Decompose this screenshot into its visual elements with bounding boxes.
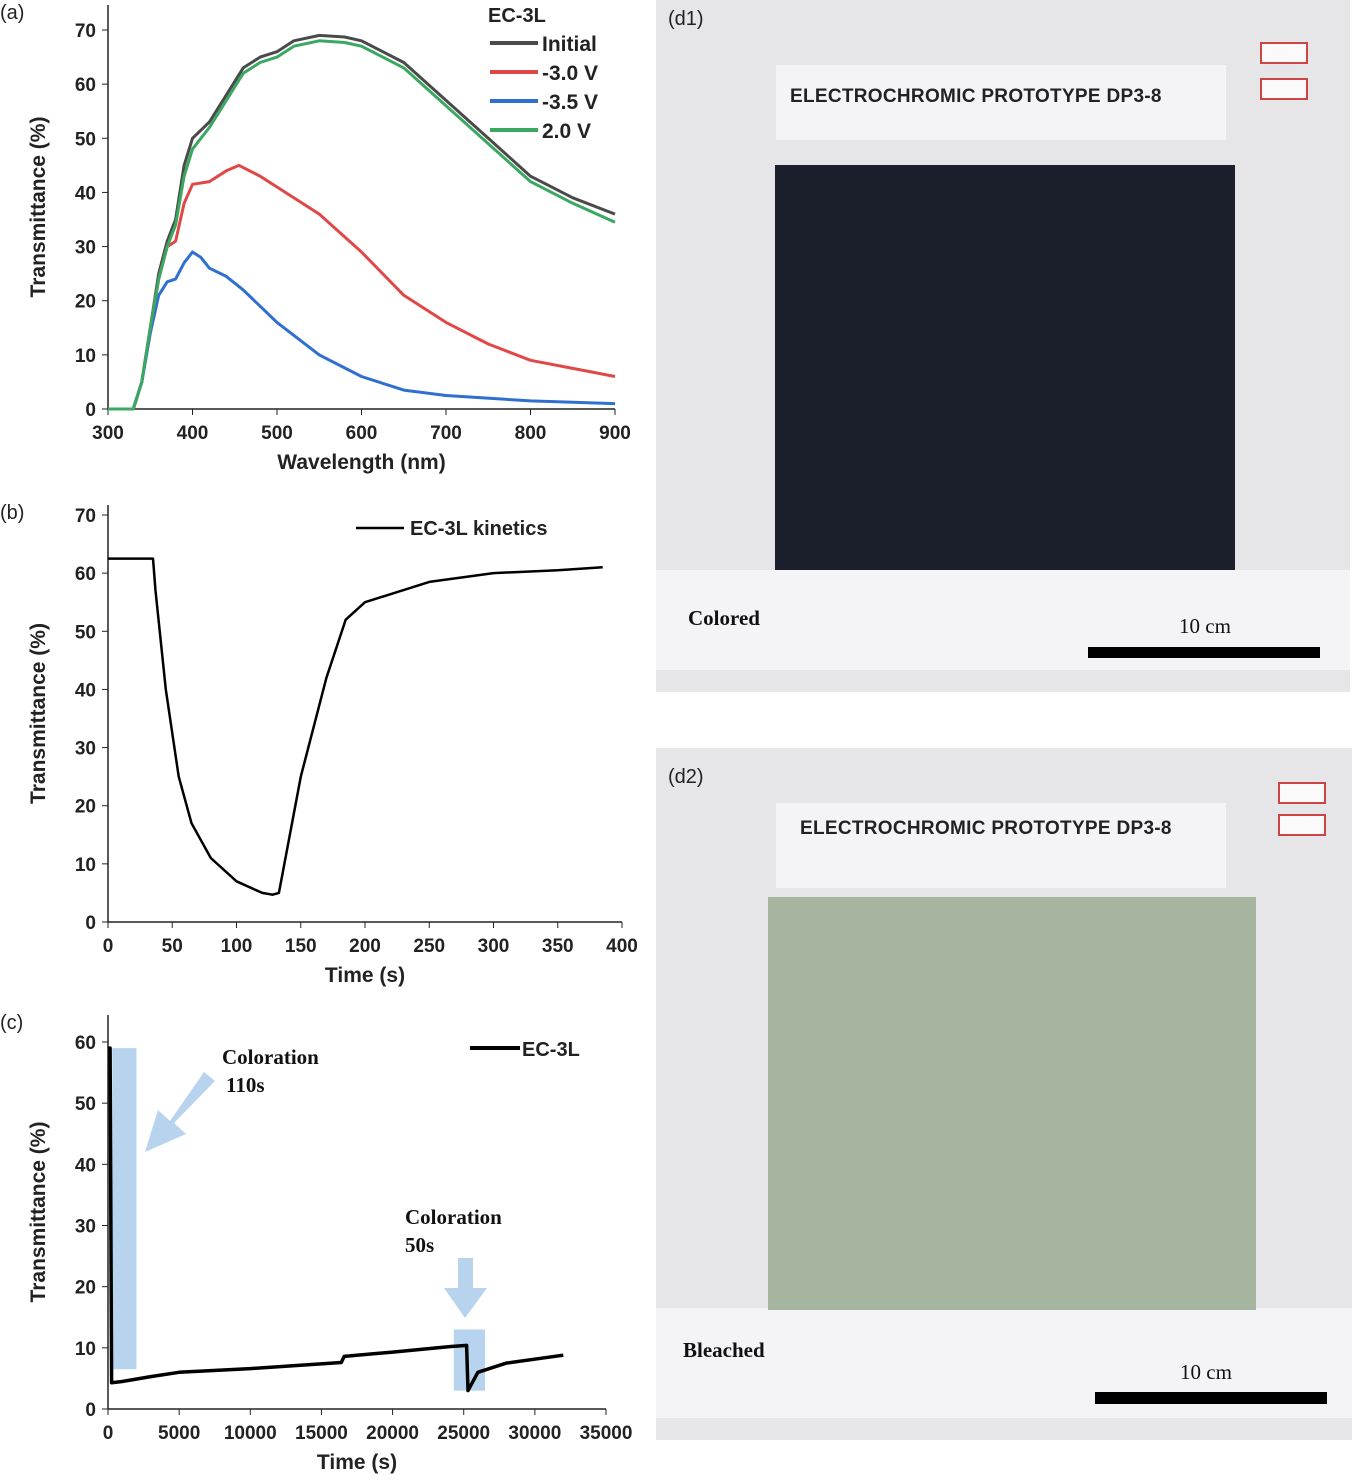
y-tick-label: 10 xyxy=(75,346,96,367)
panel-label: (b) xyxy=(0,502,24,524)
y-tick-label: 50 xyxy=(75,1094,96,1115)
x-tick-label: 25000 xyxy=(437,1423,490,1444)
annotation-text: 110s xyxy=(226,1073,265,1097)
x-tick-label: 300 xyxy=(478,936,510,957)
x-tick-label: 15000 xyxy=(295,1423,348,1444)
y-tick-label: 0 xyxy=(85,1400,96,1421)
series-line-0 xyxy=(108,557,603,896)
x-tick-label: 250 xyxy=(413,936,445,957)
x-tick-label: 10000 xyxy=(224,1423,277,1444)
x-tick-label: 0 xyxy=(103,936,114,957)
x-axis-label: Time (s) xyxy=(317,1451,397,1474)
chart-b-kinetics: 0 50 100 150 200 250 300 350 400 0 10 20 30 40 50 60 70 T… xyxy=(0,502,638,987)
x-tick-label: 100 xyxy=(221,936,253,957)
y-axis-label: Transmittance (%) xyxy=(27,623,50,804)
series-line-0 xyxy=(108,1046,564,1393)
y-tick-label: 70 xyxy=(75,21,96,42)
x-axis-label: Time (s) xyxy=(325,964,405,987)
y-axis-label: Transmittance (%) xyxy=(27,1122,50,1303)
legend-label: -3.0 V xyxy=(542,62,598,85)
x-tick-label: 50 xyxy=(162,936,183,957)
scale-bar xyxy=(1095,1392,1327,1404)
chart-c-cycling: 0 5000 10000 15000 20000 25000 30000 35000 0 10 20… xyxy=(0,1012,633,1474)
y-tick-label: 10 xyxy=(75,855,96,876)
legend-label: -3.5 V xyxy=(542,91,598,114)
prototype-title: ELECTROCHROMIC PROTOTYPE DP3-8 xyxy=(790,86,1162,107)
device-panel-bleached xyxy=(768,897,1256,1310)
state-label: Bleached xyxy=(683,1338,765,1362)
y-tick-label: 60 xyxy=(75,1033,96,1054)
x-tick-label: 500 xyxy=(261,423,293,444)
y-tick-label: 30 xyxy=(75,238,96,259)
annotation-text: Coloration xyxy=(405,1205,502,1229)
y-tick-label: 0 xyxy=(85,913,96,934)
series-line-1 xyxy=(108,163,616,411)
x-tick-label: 20000 xyxy=(366,1423,419,1444)
y-tick-label: 20 xyxy=(75,797,96,818)
y-tick-label: 40 xyxy=(75,183,96,204)
highlight-region xyxy=(112,1048,137,1370)
x-tick-label: 300 xyxy=(92,423,124,444)
x-tick-label: 800 xyxy=(515,423,547,444)
panel-label: (c) xyxy=(0,1012,23,1034)
x-tick-label: 5000 xyxy=(158,1423,200,1444)
photo-d1-colored: (d1) ELECTROCHROMIC PROTOTYPE DP3-8 Colo… xyxy=(656,0,1350,692)
x-tick-label: 600 xyxy=(346,423,378,444)
y-tick-label: 20 xyxy=(75,292,96,313)
y-tick-label: 20 xyxy=(75,1278,96,1299)
x-tick-label: 200 xyxy=(349,936,381,957)
x-tick-label: 350 xyxy=(542,936,574,957)
prototype-title: ELECTROCHROMIC PROTOTYPE DP3-8 xyxy=(800,818,1172,839)
y-tick-label: 40 xyxy=(75,1155,96,1176)
photo-d2-bleached: (d2) ELECTROCHROMIC PROTOTYPE DP3-8 Blea… xyxy=(656,748,1352,1440)
panel-label: (d1) xyxy=(668,8,704,30)
chart-a-transmittance-spectra: 300 400 500 600 700 800 900 0 10 20 30 40 50 60 70 Wave… xyxy=(0,2,631,474)
series-line-2 xyxy=(108,250,616,411)
x-tick-label: 150 xyxy=(285,936,317,957)
y-axis-label: Transmittance (%) xyxy=(27,117,50,298)
y-tick-label: 50 xyxy=(75,622,96,643)
y-tick-label: 60 xyxy=(75,75,96,96)
legend-label: EC-3L xyxy=(522,1039,580,1061)
x-tick-label: 30000 xyxy=(508,1423,561,1444)
arrow-down-icon xyxy=(444,1258,487,1318)
panel-label: (d2) xyxy=(668,766,704,788)
arrow-diagonal-icon xyxy=(145,1072,215,1152)
annotation-text: Coloration xyxy=(222,1045,319,1069)
scale-label: 10 cm xyxy=(1179,614,1231,638)
scale-bar xyxy=(1088,647,1320,658)
x-tick-label: 35000 xyxy=(580,1423,633,1444)
y-tick-label: 60 xyxy=(75,564,96,585)
y-tick-label: 30 xyxy=(75,739,96,760)
legend-label: EC-3L kinetics xyxy=(410,518,547,540)
series-line-3 xyxy=(108,39,616,411)
x-tick-label: 0 xyxy=(103,1423,114,1444)
legend-title: EC-3L xyxy=(488,5,546,27)
series-line-0 xyxy=(108,33,616,411)
x-tick-label: 400 xyxy=(606,936,638,957)
legend-label: Initial xyxy=(542,33,597,56)
y-tick-label: 40 xyxy=(75,680,96,701)
annotation-text: 50s xyxy=(405,1233,434,1257)
y-tick-label: 0 xyxy=(85,400,96,421)
scale-label: 10 cm xyxy=(1180,1360,1232,1384)
x-tick-label: 400 xyxy=(177,423,209,444)
y-tick-label: 70 xyxy=(75,506,96,527)
device-panel-colored xyxy=(775,165,1235,570)
x-tick-label: 700 xyxy=(430,423,462,444)
legend-label: 2.0 V xyxy=(542,120,591,143)
y-tick-label: 10 xyxy=(75,1339,96,1360)
y-tick-label: 30 xyxy=(75,1217,96,1238)
state-label: Colored xyxy=(688,606,760,630)
panel-label: (a) xyxy=(0,2,24,24)
x-tick-label: 900 xyxy=(599,423,631,444)
y-tick-label: 50 xyxy=(75,129,96,150)
x-axis-label: Wavelength (nm) xyxy=(277,451,445,474)
